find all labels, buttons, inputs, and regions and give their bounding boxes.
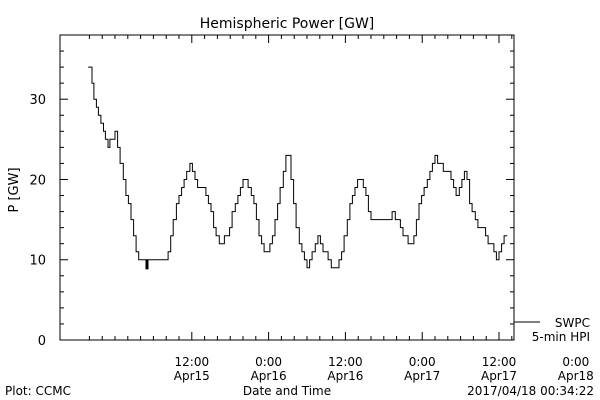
x-tick-time-label: 12:00 <box>328 355 363 369</box>
x-tick-date-label: Apr17 <box>404 369 440 383</box>
x-tick-time-label: 0:00 <box>255 355 282 369</box>
x-axis: 12:00Apr150:00Apr1612:00Apr160:00Apr1712… <box>88 35 594 383</box>
legend-entry: SWPC <box>555 316 590 330</box>
chart-title: Hemispheric Power [GW] <box>200 16 375 32</box>
x-tick-date-label: Apr15 <box>174 369 210 383</box>
y-axis: 0 10 20 30 <box>29 50 514 349</box>
x-tick-time-label: 12:00 <box>482 355 517 369</box>
x-tick-date-label: Apr16 <box>327 369 363 383</box>
legend-entry: 5-min HPI <box>532 330 590 344</box>
x-axis-label: Date and Time <box>243 384 331 398</box>
x-tick-date-label: Apr16 <box>251 369 287 383</box>
plot-frame <box>59 34 515 341</box>
series-line-swpc <box>88 66 508 269</box>
plot-credit: Plot: CCMC <box>5 384 71 398</box>
x-tick-time-label: 0:00 <box>409 355 436 369</box>
x-tick-date-label: Apr17 <box>481 369 517 383</box>
timestamp: 2017/04/18 00:34:22 <box>467 384 594 398</box>
y-tick-label: 10 <box>29 254 46 269</box>
x-tick-time-label: 12:00 <box>175 355 210 369</box>
y-axis-label: P [GW] <box>7 167 22 212</box>
x-tick-date-label: Apr18 <box>558 369 594 383</box>
x-tick-time-label: 0:00 <box>562 355 589 369</box>
y-tick-label: 0 <box>38 334 46 349</box>
y-tick-label: 30 <box>29 93 46 108</box>
y-tick-label: 20 <box>29 173 46 188</box>
